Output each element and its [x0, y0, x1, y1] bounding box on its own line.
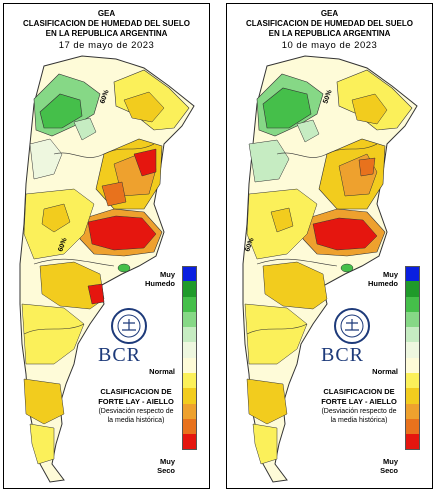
map-header-title: CLASIFICACION DE HUMEDAD DEL SUELO [23, 19, 190, 28]
isoline-label: 60% [57, 236, 69, 252]
bcr-logo: BCR [321, 344, 365, 366]
classification-title: CLASIFICACION DE FORTE LAY - AIELLO [321, 387, 397, 406]
isoline-label: 60% [99, 88, 111, 104]
legend-label-very-dry: Muy Seco [380, 457, 398, 475]
legend-label-normal: Normal [372, 367, 398, 376]
legend-swatch [405, 388, 420, 404]
legend-swatch [182, 296, 197, 312]
classification-title: CLASIFICACION DE FORTE LAY - AIELLO [98, 387, 174, 406]
legend-swatch [182, 388, 197, 404]
legend-swatch [405, 434, 420, 450]
legend-swatch [405, 311, 420, 328]
classification-description: (Desviación respecto de la media históric… [321, 408, 397, 424]
legend-swatch [405, 266, 420, 282]
legend-swatch [405, 373, 420, 389]
bcr-seal-icon [111, 308, 147, 344]
legend-swatch [182, 281, 197, 297]
legend-label-very-dry: Muy Seco [157, 457, 175, 475]
bcr-logo: BCR [98, 344, 142, 366]
legend-swatch [182, 403, 197, 419]
legend-swatch [182, 266, 197, 282]
legend-color-scale [182, 266, 197, 450]
legend-color-scale [405, 266, 420, 450]
legend-label-very-humid: Muy Humedo [145, 270, 175, 288]
map-header-org: GEA [320, 9, 339, 18]
map-panel-right: 50% 60% GEA CLASIFICACION DE HUMEDAD DEL… [226, 3, 433, 489]
legend-swatch [405, 342, 420, 358]
legend-swatch [182, 311, 197, 328]
isoline-label: 60% [244, 236, 256, 252]
legend-label-normal: Normal [149, 367, 175, 376]
map-header-subtitle: EN LA REPUBLICA ARGENTINA [45, 29, 168, 38]
legend-swatch [405, 403, 420, 419]
legend-swatch [182, 373, 197, 389]
legend-swatch [405, 327, 420, 343]
soil-moisture-map: 60% 60% [19, 55, 195, 483]
legend-swatch [182, 418, 197, 435]
soil-moisture-map: 50% 60% [242, 55, 418, 483]
map-header-subtitle: EN LA REPUBLICA ARGENTINA [268, 29, 391, 38]
classification-description: (Desviación respecto de la media históric… [98, 408, 174, 424]
map-header-title: CLASIFICACION DE HUMEDAD DEL SUELO [246, 19, 413, 28]
isoline-label: 50% [322, 88, 334, 104]
bcr-seal-icon [334, 308, 370, 344]
legend-swatch [182, 327, 197, 343]
legend-swatch [182, 342, 197, 358]
legend-label-very-humid: Muy Humedo [368, 270, 398, 288]
legend-swatch [405, 357, 420, 374]
map-date: 10 de mayo de 2023 [281, 40, 378, 51]
legend-swatch [405, 296, 420, 312]
legend-swatch [405, 418, 420, 435]
legend-swatch [182, 357, 197, 374]
map-date: 17 de mayo de 2023 [58, 40, 155, 51]
legend-swatch [405, 281, 420, 297]
legend-swatch [182, 434, 197, 450]
map-panel-left: 60% 60% GEA CLASIFICACION DE HUMEDAD DEL… [3, 3, 210, 489]
map-header-org: GEA [97, 9, 116, 18]
